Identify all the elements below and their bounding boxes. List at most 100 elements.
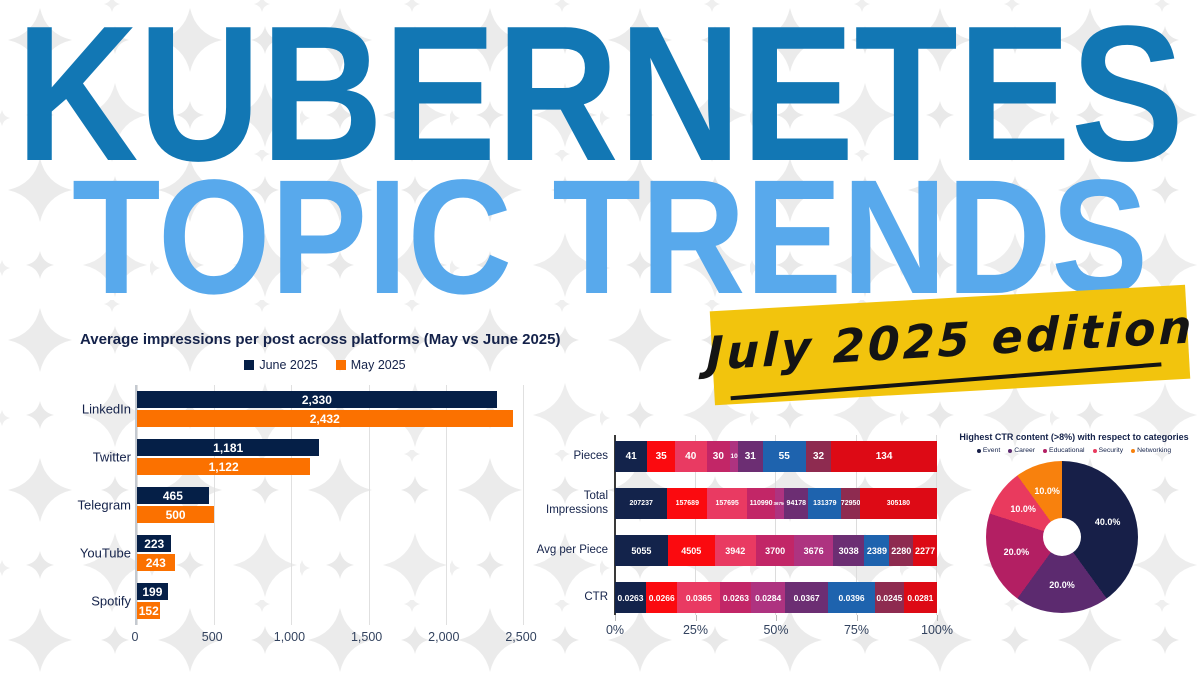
slice-label-career: 20.0%: [1049, 580, 1075, 590]
x-tick-label: 0%: [605, 623, 625, 637]
x-tick-label: 75%: [843, 623, 870, 637]
stacked-row-label: CTR: [584, 590, 608, 603]
stacked-x-axis: 0% 25% 50% 75% 100%: [606, 615, 953, 639]
bar-may-linkedin: 2,432: [137, 410, 513, 427]
bar-segment: 2389: [864, 535, 890, 566]
bar-group-telegram: Telegram 465 500: [78, 481, 523, 529]
x-tick-label: 25%: [682, 623, 709, 637]
bar-segment: 0.0365: [677, 582, 721, 613]
axis-tick: [776, 615, 777, 621]
stacked-row-label: Total Impressions: [546, 489, 608, 516]
x-tick-label: 50%: [763, 623, 789, 637]
bar-segment: 157695: [707, 488, 748, 519]
bar-segment: 0.0266: [646, 582, 678, 613]
stacked-plot-area: Pieces 41 35 40 30 10 31 55 32 134 Total Impressio…: [530, 435, 950, 615]
bar-may-spotify: 152: [137, 602, 161, 619]
bar-group-twitter: Twitter 1,181 1,122: [93, 433, 523, 481]
donut-legend-item-educational: Educational: [1043, 447, 1085, 454]
segment-value: 3676: [803, 545, 824, 556]
bar-segment: 0.0367: [784, 582, 829, 613]
stacked-gridline: [694, 435, 696, 615]
stacked-bar: 41 35 40 30 10 31 55 32 134: [615, 441, 937, 472]
bar-june-youtube: 223: [137, 535, 172, 552]
legend-swatch-june-icon: [244, 360, 255, 370]
donut-hole: [1043, 518, 1081, 556]
category-label: LinkedIn: [81, 401, 131, 417]
segment-value: 0.0263: [617, 592, 644, 603]
edition-banner-text: July 2025 edition: [705, 299, 1195, 381]
donut-legend-label: Educational: [1049, 447, 1085, 454]
segment-value: 134: [875, 451, 893, 462]
segment-value: 32: [813, 451, 825, 462]
segment-value: 55: [778, 451, 790, 462]
categories-stacked-chart: Pieces 41 35 40 30 10 31 55 32 134 Total Impressio…: [530, 435, 953, 639]
impressions-chart-title: Average impressions per post across plat…: [80, 331, 561, 348]
main-title-line1: KUBERNETES: [16, 14, 1184, 166]
gridline: [445, 385, 447, 625]
gridline: [291, 385, 293, 625]
bar-may-twitter: 1,122: [137, 458, 311, 475]
segment-value: 4505: [681, 545, 702, 556]
segment-value: 0.0266: [648, 592, 675, 603]
donut-legend: Event Career Educational Security Networking: [952, 447, 1196, 454]
x-tick-label: 100%: [921, 623, 953, 637]
bar-june-spotify: 199: [137, 583, 168, 600]
segment-value: 2280: [891, 545, 912, 556]
bar-group-spotify: Spotify 199 152: [91, 577, 523, 625]
legend-dot-icon: [976, 448, 981, 453]
bar-segment: 0.0245: [874, 582, 904, 613]
segment-value: 41: [625, 451, 637, 462]
segment-value: 36756: [773, 501, 787, 506]
segment-value: 0.0284: [755, 592, 782, 603]
bar-segment: 305180: [859, 488, 937, 519]
bar-segment: 32: [805, 441, 832, 472]
bar-segment: 55: [762, 441, 806, 472]
x-tick-label: 500: [201, 630, 223, 644]
slice-label-event: 40.0%: [1094, 517, 1121, 528]
segment-value: 157695: [715, 500, 739, 507]
bar-segment: 40: [674, 441, 707, 472]
stacked-row-label: Pieces: [573, 449, 608, 462]
bar-segment: 31: [738, 441, 763, 472]
segment-value: 0.0245: [876, 592, 903, 603]
stacked-rows: Pieces 41 35 40 30 10 31 55 32 134 Total Impressio…: [530, 441, 950, 613]
bar-segment: 207237: [615, 488, 668, 519]
legend-item-may: May 2025: [335, 358, 406, 372]
legend-dot-icon: [1092, 448, 1097, 453]
axis-tick: [615, 615, 616, 621]
bar-segment: 10: [730, 441, 739, 472]
bar-segment: 3700: [755, 535, 795, 566]
axis-tick: [856, 615, 858, 621]
bar-june-twitter: 1,181: [137, 439, 320, 456]
stacked-row-avg-per-piece: Avg per Piece 5055 4505 3942 3700 3676 3038 238…: [530, 535, 950, 566]
donut-chart-title: Highest CTR content (>8%) with respect t…: [959, 432, 1189, 442]
bar-segment: 5055: [615, 535, 668, 566]
category-label: Twitter: [92, 449, 131, 465]
stacked-bar: 0.0263 0.0266 0.0365 0.0263 0.0284 0.0367 0.03…: [615, 582, 937, 613]
x-tick-label: 1,500: [350, 630, 383, 644]
impressions-bar-chart: Average impressions per post across plat…: [78, 331, 570, 648]
segment-value: 40: [685, 451, 697, 462]
segment-value: 0.0365: [685, 592, 712, 603]
bar-segment: 35: [647, 441, 675, 472]
bar-segment: 3676: [794, 535, 833, 566]
legend-label-june: June 2025: [259, 358, 318, 372]
stacked-axis-line: [614, 435, 616, 615]
segment-value: 157689: [675, 500, 699, 507]
legend-dot-icon: [1008, 448, 1013, 453]
legend-swatch-may-icon: [335, 360, 346, 370]
bar-segment: 0.0263: [720, 582, 752, 613]
segment-value: 131379: [813, 500, 837, 507]
segment-value: 3038: [838, 545, 859, 556]
donut-legend-item-career: Career: [1008, 447, 1035, 454]
donut-legend-label: Career: [1014, 447, 1036, 454]
gridline: [368, 385, 370, 625]
segment-value: 207237: [629, 500, 653, 507]
bar-segment: 0.0263: [615, 582, 647, 613]
slice-label-networking: 10.0%: [1034, 486, 1060, 497]
segment-value: 2389: [866, 545, 887, 556]
stacked-bar: 207237 157689 157695 110990 36756 94178 131379…: [615, 488, 937, 519]
impressions-x-axis: 0 500 1,000 1,500 2,000 2,500: [132, 630, 537, 648]
bar-segment: 2280: [889, 535, 914, 566]
